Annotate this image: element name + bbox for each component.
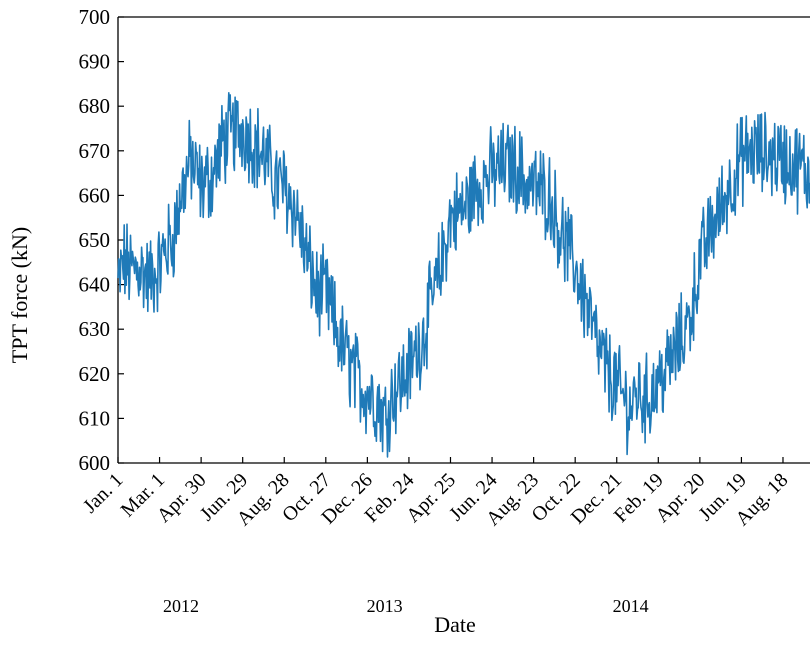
x-axis-title: Date	[434, 612, 476, 637]
y-tick-label: 690	[79, 50, 111, 74]
y-axis-title: TPT force (kN)	[7, 227, 32, 363]
y-tick-label: 630	[79, 317, 111, 341]
y-tick-label: 620	[79, 362, 111, 386]
year-label: 2013	[367, 596, 403, 616]
y-tick-label: 680	[79, 94, 111, 118]
series-layer	[117, 92, 810, 458]
y-tick-label: 670	[79, 139, 111, 163]
year-label: 2012	[163, 596, 199, 616]
y-tick-label: 600	[79, 451, 111, 475]
y-axis: 600 610 620 630 640 650 660 670 680 690 700	[79, 5, 124, 475]
y-tick-label: 700	[79, 5, 111, 29]
y-tick-label: 650	[79, 228, 111, 252]
y-tick-label: 660	[79, 183, 111, 207]
y-tick-label: 640	[79, 273, 111, 297]
series-line	[117, 92, 810, 458]
year-labels: 2012 2013 2014	[163, 596, 649, 616]
y-tick-label: 610	[79, 406, 111, 430]
year-label: 2014	[613, 596, 649, 616]
